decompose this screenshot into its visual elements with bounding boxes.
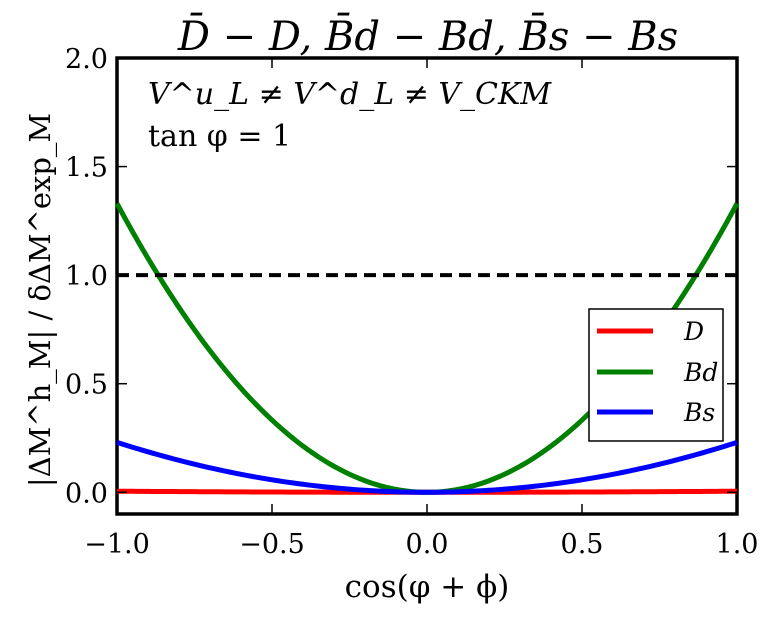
y-axis-title: |ΔM^h_M| / δΔM^exp_M [23, 113, 58, 487]
ticks-layer: −1.0 −0.5 0.0 0.5 1.0 0.0 0.5 1.0 1.5 2.0 [65, 44, 758, 560]
x-tick-label: 0.5 [561, 529, 604, 560]
annotation-matrix: V^u_L ≠ V^d_L ≠ V_CKM [148, 77, 552, 112]
x-tick-label: 0.0 [406, 529, 449, 560]
x-tick-label: 1.0 [716, 529, 759, 560]
y-tick-label: 0.0 [65, 478, 108, 509]
legend-label-d: D [683, 317, 704, 346]
y-tick-label: 1.0 [65, 261, 108, 292]
legend-label-bd: Bd [683, 358, 718, 387]
x-axis-title: cos(φ + ϕ) [345, 569, 510, 605]
x-tick-label: −0.5 [239, 529, 305, 560]
y-tick-label: 0.5 [65, 370, 108, 401]
y-tick-label: 2.0 [65, 44, 108, 75]
legend-label-bs: Bs [683, 398, 715, 427]
series-line-bs [116, 439, 738, 495]
annotation-tan: tan φ = 1 [148, 119, 291, 154]
legend: D Bd Bs [588, 308, 724, 442]
x-tick-label: −1.0 [84, 529, 150, 560]
chart-title: D̄ − D, B̄d − Bd, B̄s − Bs [177, 13, 678, 60]
y-tick-label: 1.5 [65, 153, 108, 184]
